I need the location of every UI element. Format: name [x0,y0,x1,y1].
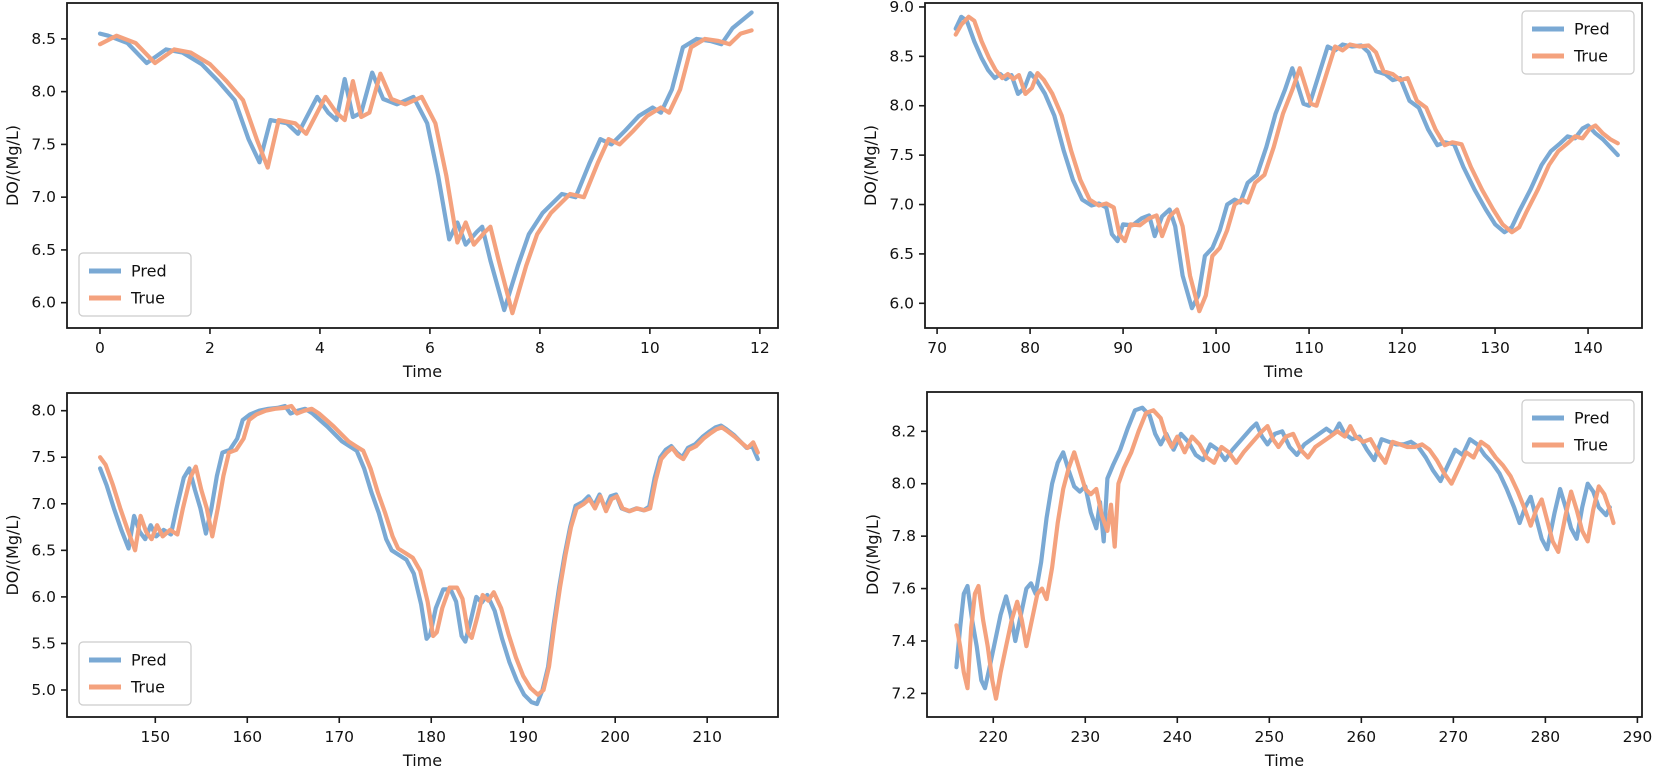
legend: Pred True [1521,10,1635,75]
y-axis-label: DO/(Mg/L) [863,514,882,595]
legend: Pred True [1521,399,1635,464]
x-tick-label: 0 [95,339,105,357]
y-tick-label: 6.0 [889,294,914,312]
plot-frame [924,2,1643,329]
y-tick-label: 5.0 [31,681,56,699]
true-line [97,28,754,316]
x-tick-label: 130 [1480,339,1510,357]
pred-line [954,405,1612,691]
true-line [97,403,760,697]
x-tick-label: 140 [1573,339,1603,357]
x-tick-label: 260 [1347,728,1377,746]
legend: Pred True [78,641,192,706]
y-axis-label: DO/(Mg/L) [861,125,880,206]
y-tick-label: 9.0 [889,0,914,16]
legend-true-label: True [1573,47,1608,66]
x-tick-label: 10 [640,339,660,357]
y-tick-label: 7.0 [31,495,56,513]
x-tick-label: 210 [692,728,722,746]
x-axis-label: Time [402,362,442,381]
legend-pred-label: Pred [131,651,167,670]
x-tick-label: 180 [416,728,446,746]
y-axis-label: DO/(Mg/L) [3,514,22,595]
x-tick-label: 240 [1162,728,1192,746]
true-line [953,14,1620,314]
legend: Pred True [78,252,192,317]
y-tick-label: 6.5 [31,541,56,559]
x-tick-label: 8 [535,339,545,357]
x-tick-label: 290 [1623,728,1653,746]
y-tick-label: 8.2 [891,422,916,440]
y-tick-label: 6.0 [31,588,56,606]
legend-pred-label: Pred [1574,409,1610,428]
x-tick-label: 110 [1294,339,1324,357]
x-tick-label: 160 [232,728,262,746]
x-tick-label: 280 [1531,728,1561,746]
y-tick-label: 7.5 [31,448,56,466]
x-tick-label: 4 [315,339,325,357]
x-tick-label: 12 [750,339,770,357]
y-tick-label: 6.5 [31,241,56,259]
chart-bottom-right: 220 230 240 250 260 270 280 290 7.2 7.4 7.6 7.8 8.0 8… [863,391,1653,770]
y-tick-label: 6.5 [889,245,914,263]
y-tick-label: 7.2 [891,684,916,702]
x-tick-label: 170 [324,728,354,746]
x-axis-label: Time [1264,751,1304,770]
x-axis-label: Time [402,751,442,770]
plot-frame [66,2,779,329]
x-tick-label: 100 [1201,339,1231,357]
true-line [954,408,1616,701]
y-tick-label: 8.0 [891,475,916,493]
y-tick-label: 5.5 [31,634,56,652]
chart-bottom-left: 150 160 170 180 190 200 210 5.0 5.5 6.0 6.5 7.0 7.5 8… [3,392,779,770]
x-tick-label: 120 [1387,339,1417,357]
x-tick-label: 70 [927,339,947,357]
chart-top-right: 70 80 90 100 110 120 130 140 6.0 6.5 7.0 7.5 8.0 8.5 9… [861,0,1643,381]
y-tick-label: 8.5 [31,30,56,48]
x-tick-label: 270 [1439,728,1469,746]
plot-frame [926,391,1643,718]
x-tick-label: 190 [508,728,538,746]
y-tick-label: 7.0 [889,196,914,214]
pred-line [953,14,1620,311]
y-tick-label: 7.4 [891,632,916,650]
x-tick-label: 6 [425,339,435,357]
x-tick-label: 220 [978,728,1008,746]
x-tick-label: 2 [205,339,215,357]
legend-pred-label: Pred [1574,20,1610,39]
x-tick-label: 80 [1020,339,1040,357]
y-tick-label: 7.8 [891,527,916,545]
y-tick-label: 7.5 [889,146,914,164]
x-tick-label: 250 [1255,728,1285,746]
x-tick-label: 230 [1070,728,1100,746]
x-tick-label: 150 [141,728,171,746]
chart-top-left: 0 2 4 6 8 10 12 6.0 6.5 7.0 7.5 8.0 8.5 Time DO/(Mg/L)… [3,2,779,381]
x-tick-label: 90 [1113,339,1133,357]
pred-line [97,10,754,313]
y-tick-label: 7.5 [31,135,56,153]
legend-true-label: True [1573,436,1608,455]
plot-frame [66,392,779,718]
y-tick-label: 8.0 [31,402,56,420]
legend-pred-label: Pred [131,262,167,281]
y-tick-label: 8.0 [31,83,56,101]
y-tick-label: 8.0 [889,97,914,115]
y-tick-label: 7.6 [891,580,916,598]
y-tick-label: 7.0 [31,188,56,206]
pred-line [97,403,760,707]
legend-true-label: True [130,678,165,697]
x-axis-label: Time [1263,362,1303,381]
y-tick-label: 8.5 [889,47,914,65]
y-tick-label: 6.0 [31,294,56,312]
x-tick-label: 200 [600,728,630,746]
legend-true-label: True [130,289,165,308]
y-axis-label: DO/(Mg/L) [3,125,22,206]
